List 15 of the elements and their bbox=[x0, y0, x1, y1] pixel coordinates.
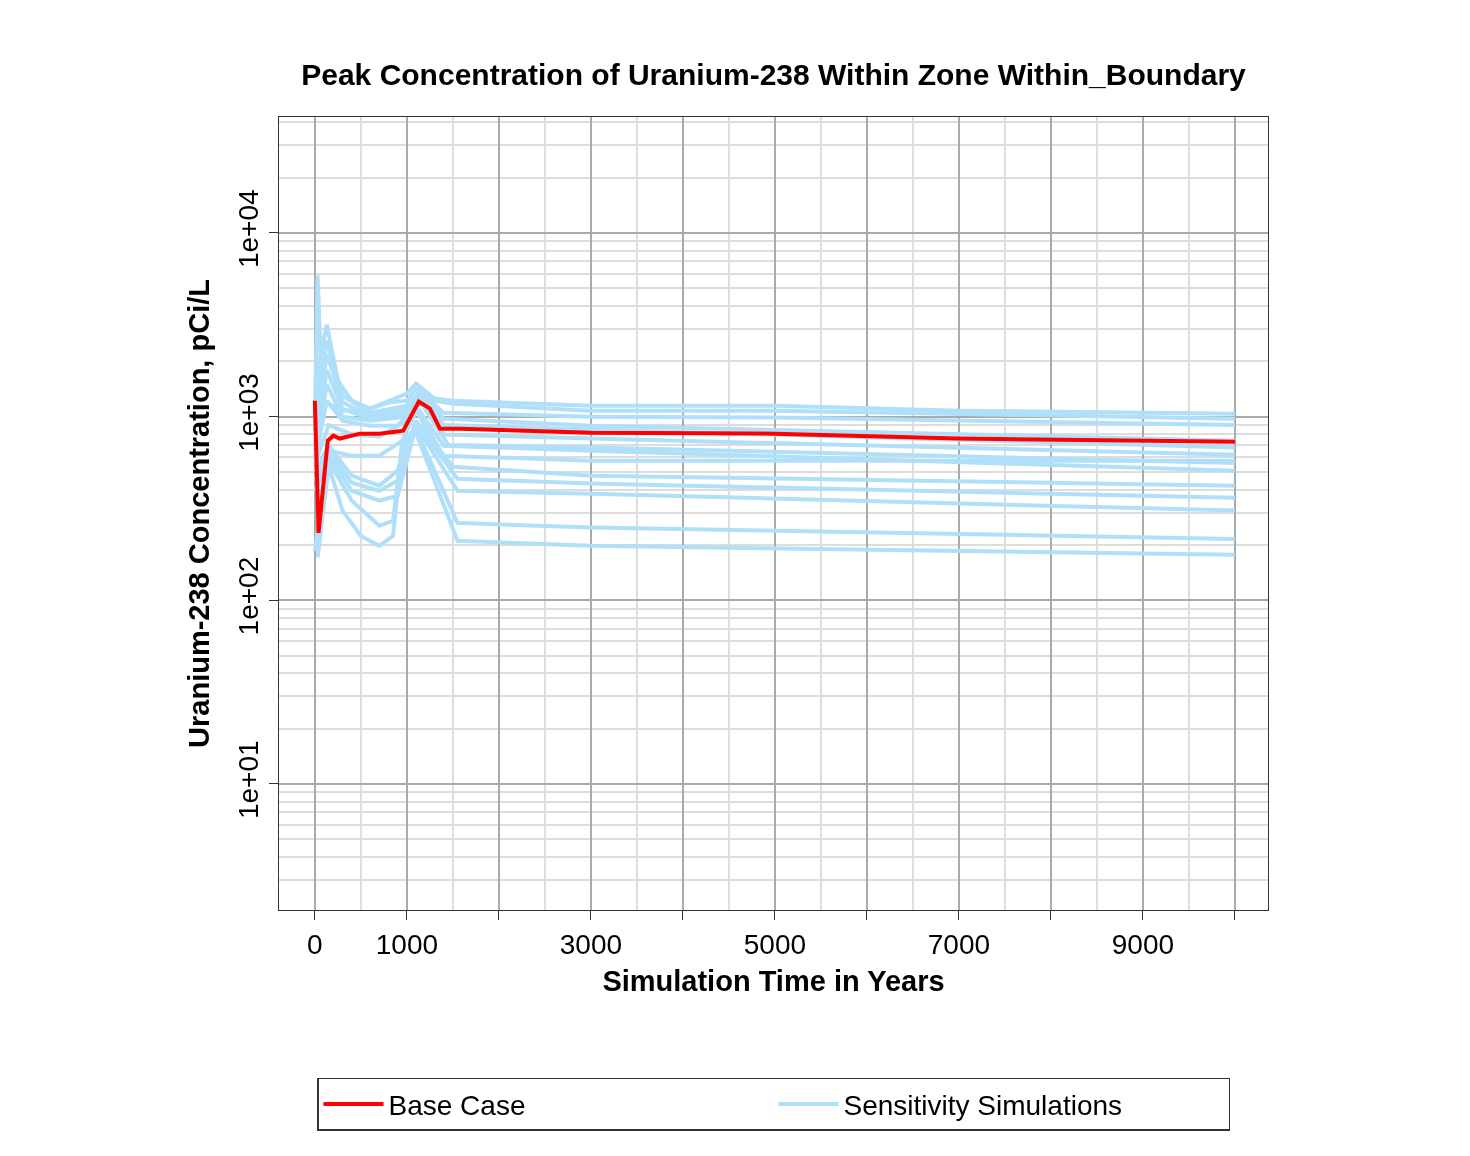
chart-title: Peak Concentration of Uranium-238 Within Zone Within_Boundary bbox=[301, 57, 1247, 91]
y-axis-title: Uranium-238 Concentration, pCi/L bbox=[183, 279, 216, 748]
x-tick-label: 0 bbox=[307, 928, 323, 960]
y-tick-label: 1e+01 bbox=[232, 740, 264, 820]
x-tick-label: 7000 bbox=[927, 928, 991, 960]
legend-label: Base Case bbox=[388, 1089, 526, 1121]
y-tick-label: 1e+02 bbox=[232, 556, 264, 636]
y-tick-label: 1e+03 bbox=[232, 373, 264, 452]
y-tick-label: 1e+04 bbox=[232, 189, 264, 269]
x-tick-label: 9000 bbox=[1111, 928, 1175, 960]
x-tick-label: 1000 bbox=[375, 928, 439, 960]
x-axis-title: Simulation Time in Years bbox=[602, 965, 945, 998]
x-tick-label: 3000 bbox=[559, 928, 623, 960]
legend-label: Sensitivity Simulations bbox=[843, 1089, 1123, 1121]
x-tick-label: 5000 bbox=[743, 928, 807, 960]
